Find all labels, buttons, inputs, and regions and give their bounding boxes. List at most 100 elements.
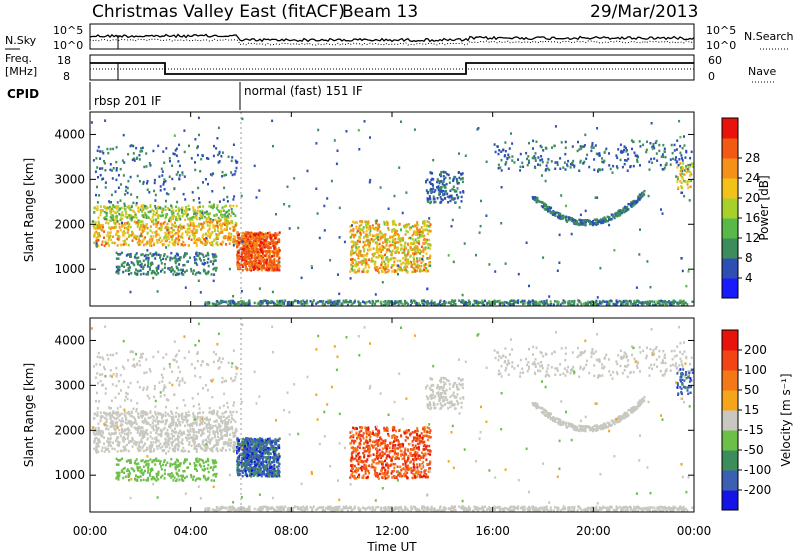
power-data-cell xyxy=(375,300,378,303)
power-data-cell xyxy=(412,266,415,270)
power-data-cell xyxy=(272,245,275,248)
power-data-cell xyxy=(177,230,180,233)
power-data-cell xyxy=(583,302,585,306)
power-data-cell xyxy=(135,216,138,219)
power-data-cell xyxy=(426,302,429,306)
power-data-cell xyxy=(111,216,114,220)
power-data-cell xyxy=(255,245,258,248)
power-data-cell xyxy=(154,207,157,210)
power-data-cell xyxy=(128,223,130,226)
velocity-data-cell xyxy=(405,507,408,510)
power-data-cell xyxy=(173,187,176,190)
power-data-cell xyxy=(157,207,160,210)
velocity-data-cell xyxy=(272,507,275,510)
power-data-cell xyxy=(180,268,183,272)
power-data-cell xyxy=(177,273,180,276)
power-data-cell xyxy=(95,239,98,242)
power-data-cell xyxy=(173,232,176,236)
power-data-cell xyxy=(548,207,551,211)
power-data-cell xyxy=(582,162,585,165)
power-data-cell xyxy=(611,171,614,174)
power-data-cell xyxy=(207,301,210,304)
power-data-cell xyxy=(401,251,404,255)
power-data-cell xyxy=(615,214,617,217)
power-data-cell xyxy=(505,301,508,304)
power-data-cell xyxy=(679,144,682,148)
power-data-cell xyxy=(162,214,164,217)
power-data-cell xyxy=(673,143,676,147)
power-data-cell xyxy=(440,200,443,204)
power-data-cell xyxy=(131,239,134,242)
velocity-data-cell xyxy=(648,509,651,512)
power-data-cell xyxy=(374,302,377,306)
power-data-cell xyxy=(226,235,229,238)
power-data-cell xyxy=(654,303,657,306)
power-data-cell xyxy=(420,261,423,265)
power-data-cell xyxy=(277,266,280,270)
power-data-cell xyxy=(138,226,141,229)
power-data-cell xyxy=(678,299,681,303)
power-data-cell xyxy=(439,195,442,199)
power-data-cell xyxy=(237,257,240,261)
power-data-cell xyxy=(171,238,174,241)
power-data-cell xyxy=(402,237,405,240)
power-data-cell xyxy=(202,226,205,229)
power-data-cell xyxy=(429,261,432,264)
power-data-cell xyxy=(266,250,269,253)
power-data-cell xyxy=(124,189,127,192)
power-data-cell xyxy=(209,242,212,245)
power-data-cell xyxy=(157,267,160,270)
power-data-cell xyxy=(372,226,374,229)
velocity-data-cell xyxy=(358,509,360,513)
power-data-cell xyxy=(655,139,658,143)
power-data-cell xyxy=(255,261,258,264)
power-data-cell xyxy=(227,216,230,219)
power-data-cell xyxy=(167,227,170,230)
velocity-data-cell xyxy=(322,506,325,509)
power-data-cell xyxy=(305,300,308,303)
power-data-cell xyxy=(547,158,550,161)
power-data-cell xyxy=(444,171,447,174)
power-data-cell xyxy=(238,249,241,252)
power-data-cell xyxy=(498,299,501,303)
power-data-cell xyxy=(557,301,560,304)
velocity-data-cell xyxy=(424,506,427,510)
power-data-cell xyxy=(352,229,355,233)
power-data-cell xyxy=(549,211,552,215)
power-data-cell xyxy=(248,240,251,243)
velocity-data-cell xyxy=(335,506,338,509)
velocity-data-cell xyxy=(484,505,486,509)
power-data-cell xyxy=(127,206,130,209)
power-data-cell xyxy=(231,221,234,225)
power-data-cell xyxy=(227,235,230,239)
power-data-cell xyxy=(260,245,263,248)
power-data-cell xyxy=(272,144,274,148)
power-data-cell xyxy=(206,302,209,306)
power-data-cell xyxy=(377,223,380,226)
power-data-cell xyxy=(227,155,230,158)
power-data-cell xyxy=(691,165,694,168)
power-data-cell xyxy=(116,220,119,223)
power-data-cell xyxy=(683,144,686,147)
power-data-cell xyxy=(440,189,443,192)
power-data-cell xyxy=(496,145,499,148)
velocity-data-cell xyxy=(543,506,546,509)
power-data-cell xyxy=(183,129,186,132)
power-data-cell xyxy=(419,252,421,255)
power-data-cell xyxy=(343,240,346,244)
power-data-cell xyxy=(107,234,110,237)
power-data-cell xyxy=(214,259,217,262)
power-data-cell xyxy=(196,145,199,148)
power-data-cell xyxy=(409,236,412,240)
velocity-data-cell xyxy=(672,507,675,511)
power-data-cell xyxy=(168,240,171,244)
power-data-cell xyxy=(151,215,154,219)
power-data-cell xyxy=(662,301,665,304)
power-data-cell xyxy=(528,159,530,162)
power-data-cell xyxy=(164,205,167,208)
power-data-cell xyxy=(258,240,261,244)
power-data-cell xyxy=(176,200,179,204)
power-data-cell xyxy=(532,147,534,150)
power-data-cell xyxy=(686,167,689,171)
power-data-cell xyxy=(682,179,685,183)
